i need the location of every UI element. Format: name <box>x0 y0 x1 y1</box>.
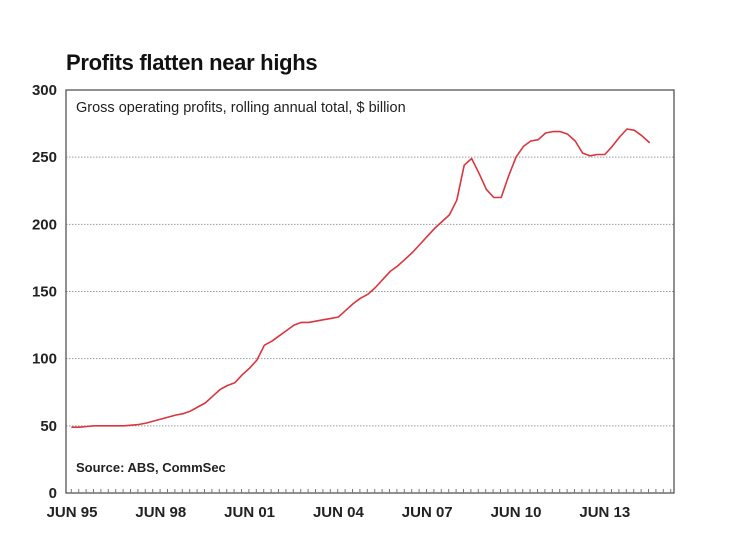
x-tick-label: JUN 95 <box>47 504 98 521</box>
x-tick-label: JUN 13 <box>579 504 630 521</box>
y-tick-label: 200 <box>32 216 57 233</box>
x-tick-label: JUN 98 <box>135 504 186 521</box>
x-axis: JUN 95 JUN 98 JUN 01 JUN 04 JUN 07 JUN 10 JUN … <box>47 489 672 521</box>
y-axis: 0 50 100 150 200 250 300 <box>32 82 57 502</box>
x-tick-label: JUN 01 <box>224 504 275 521</box>
source-note: Source: ABS, CommSec <box>76 460 226 475</box>
chart-subtitle: Gross operating profits, rolling annual … <box>76 100 406 116</box>
y-tick-label: 0 <box>49 485 57 502</box>
y-tick-label: 250 <box>32 149 57 166</box>
y-tick-label: 150 <box>32 284 57 301</box>
series-layer <box>71 128 650 428</box>
plot-frame <box>65 89 675 494</box>
x-tick-label: JUN 07 <box>402 504 453 521</box>
series-line <box>71 128 650 428</box>
x-tick-label: JUN 10 <box>491 504 542 521</box>
x-tick-label: JUN 04 <box>313 504 365 521</box>
y-tick-label: 100 <box>32 351 57 368</box>
y-tick-label: 50 <box>40 418 57 435</box>
y-tick-label: 300 <box>32 82 57 99</box>
chart-title: Profits flatten near highs <box>66 50 318 75</box>
